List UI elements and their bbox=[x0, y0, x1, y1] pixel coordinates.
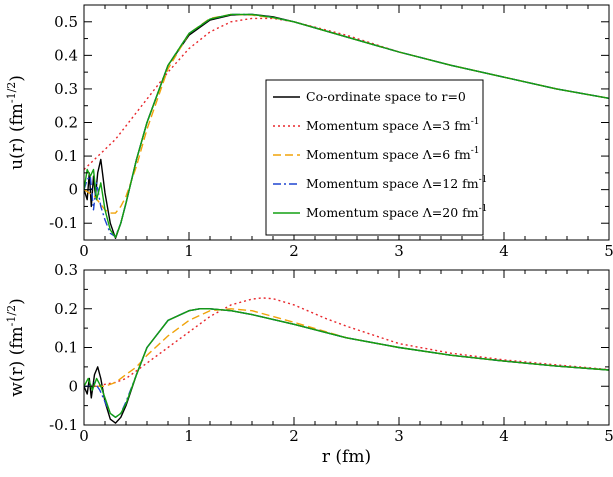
legend: Co-ordinate space to r=0 Momentum space Λ… bbox=[265, 79, 487, 236]
legend-entry: Co-ordinate space to r=0 bbox=[306, 89, 466, 104]
y-tick-label: 0.3 bbox=[54, 261, 78, 279]
bottom-panel-w: 0 1 2 3 4 5-0.100.10.20.3w(r) (fm-1/2)r (fm) bbox=[5, 261, 613, 467]
y-tick-label: -0.1 bbox=[49, 416, 78, 434]
series-line-2 bbox=[84, 17, 609, 171]
x-tick-label: 1 bbox=[184, 427, 194, 445]
y-tick-label: 0 bbox=[68, 181, 78, 199]
series-line-5 bbox=[84, 308, 609, 418]
series-line-5 bbox=[84, 13, 609, 238]
legend-entry: Momentum space Λ=3 fm-1 bbox=[306, 117, 479, 133]
x-tick-label: 4 bbox=[499, 242, 509, 260]
x-tick-label: 5 bbox=[604, 427, 613, 445]
series-line-1 bbox=[84, 308, 609, 424]
y-tick-label: 0.1 bbox=[54, 147, 78, 165]
legend-entry: Momentum space Λ=20 fm-1 bbox=[306, 204, 487, 220]
y-tick-label: 0.3 bbox=[54, 80, 78, 98]
x-tick-label: 3 bbox=[394, 427, 404, 445]
x-tick-label: 2 bbox=[289, 427, 299, 445]
series-line-3 bbox=[84, 308, 609, 387]
legend-entry: Momentum space Λ=6 fm-1 bbox=[306, 146, 479, 162]
y-tick-label: 0 bbox=[68, 377, 78, 395]
x-tick-label: 1 bbox=[184, 242, 194, 260]
y-tick-label: 0.2 bbox=[54, 114, 78, 132]
y-axis-title: u(r) (fm-1/2) bbox=[5, 75, 27, 170]
y-tick-label: 0.2 bbox=[54, 300, 78, 318]
legend-entry: Momentum space Λ=12 fm-1 bbox=[306, 175, 487, 191]
x-tick-label: 0 bbox=[79, 242, 89, 260]
x-tick-label: 3 bbox=[394, 242, 404, 260]
y-tick-label: -0.1 bbox=[49, 214, 78, 232]
y-axis-title: w(r) (fm-1/2) bbox=[5, 298, 27, 396]
x-tick-label: 2 bbox=[289, 242, 299, 260]
y-tick-label: 0.1 bbox=[54, 339, 78, 357]
y-tick-label: 0.4 bbox=[54, 46, 78, 64]
plot-frame bbox=[83, 269, 610, 426]
x-tick-label: 5 bbox=[604, 242, 613, 260]
x-tick-label: 4 bbox=[499, 427, 509, 445]
top-panel-u: 0 1 2 3 4 5-0.100.10.20.30.40.5u(r) (fm-1/2) bbox=[5, 4, 613, 260]
series-line-2 bbox=[84, 297, 609, 387]
x-tick-label: 0 bbox=[79, 427, 89, 445]
x-axis-title: r (fm) bbox=[322, 447, 371, 467]
y-tick-label: 0.5 bbox=[54, 13, 78, 31]
